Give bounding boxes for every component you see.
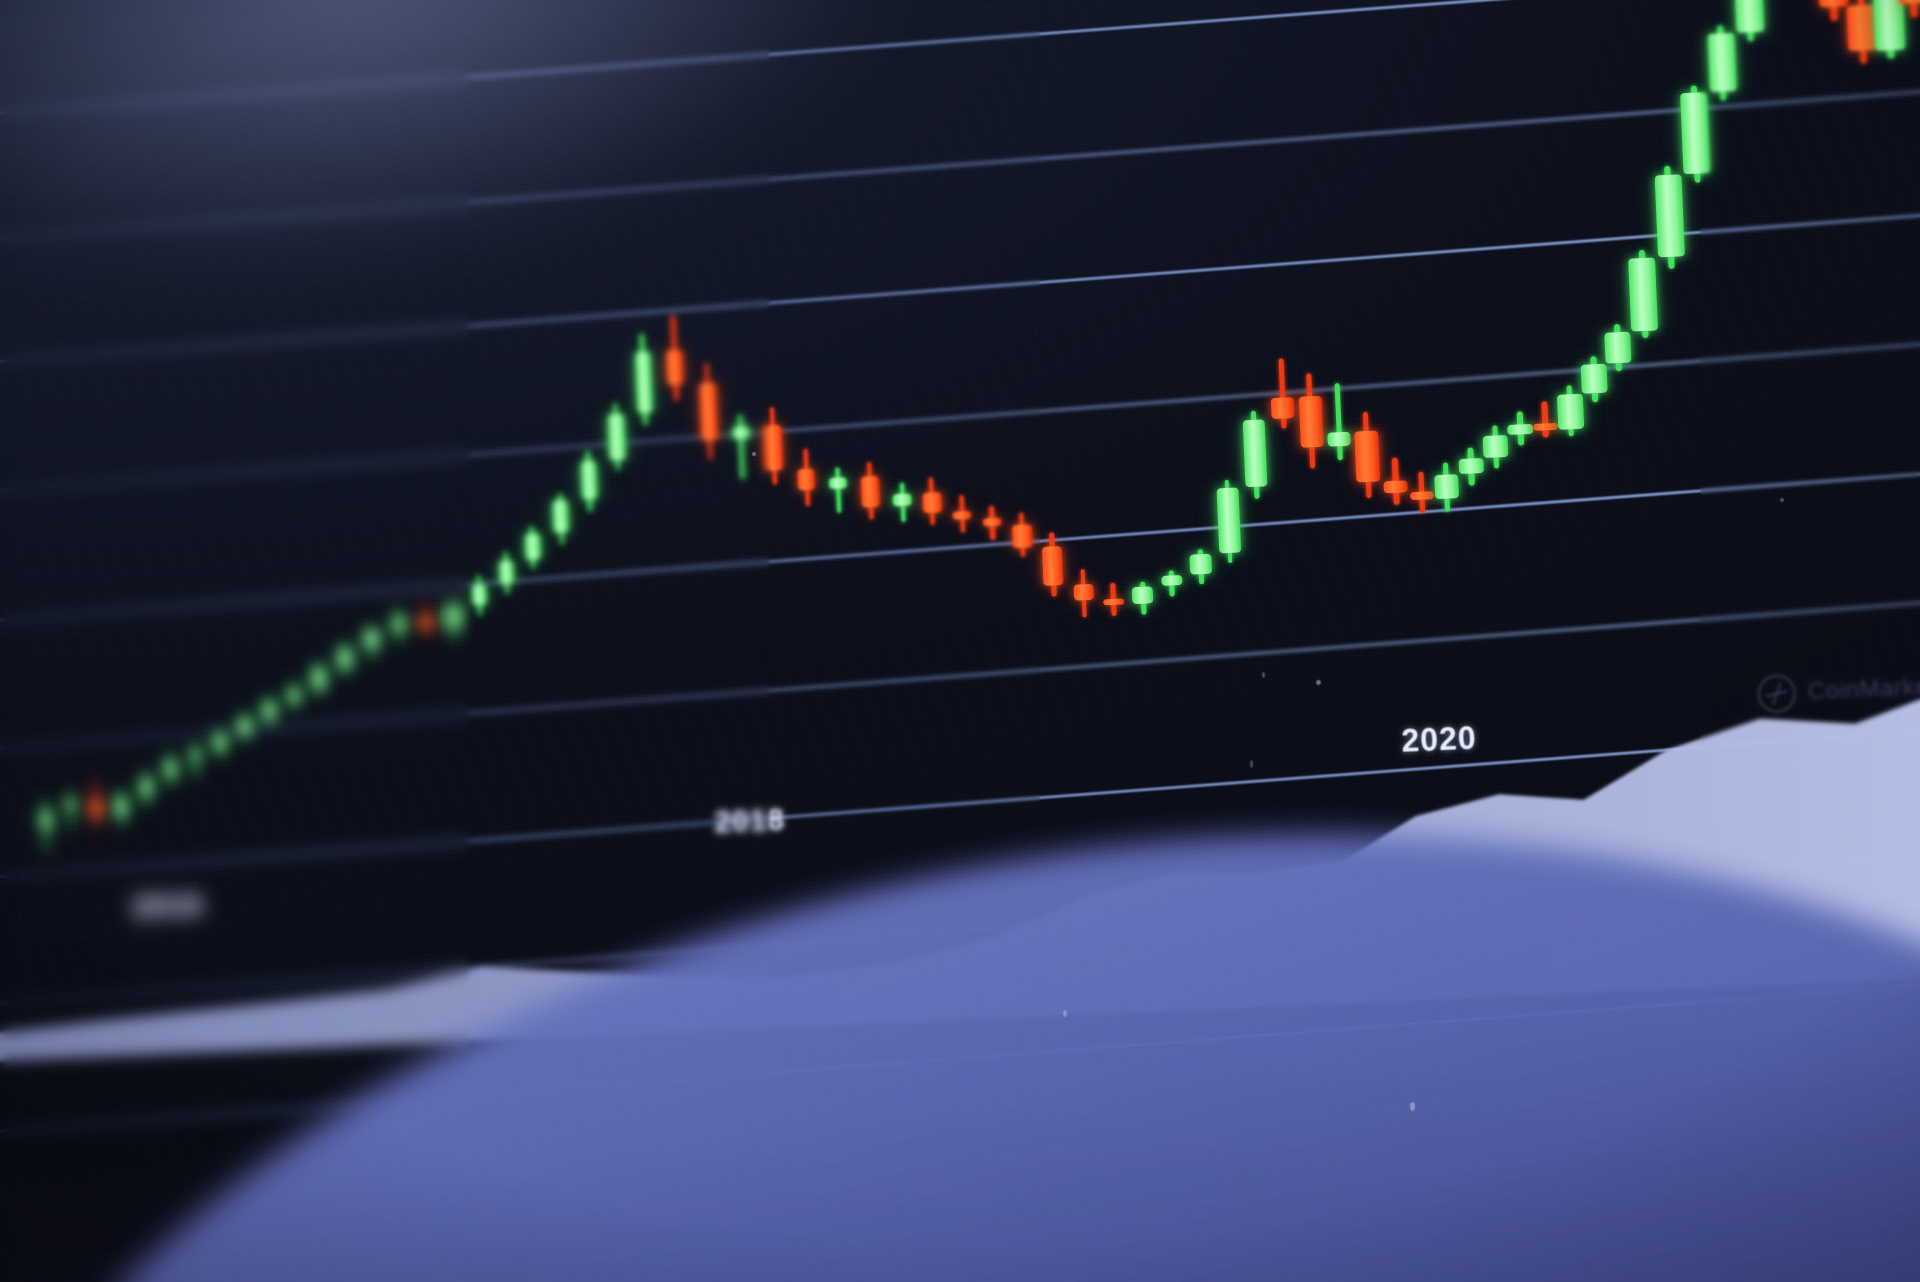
candle-body [1242,419,1268,487]
candle-body [922,492,942,513]
candle-body [1816,0,1849,8]
candle-body [732,426,750,440]
candle-body [1042,545,1064,587]
candle-wick [1541,401,1549,438]
candle-body [580,460,598,500]
candle-body [1507,424,1534,436]
candle-body [1271,396,1295,420]
candle-body [90,798,102,819]
candle-body [1298,395,1324,448]
candle-body [1532,423,1559,431]
watermark-label: CoinMarketCap [1807,670,1920,706]
candle-body [65,799,76,810]
candle-body [116,797,127,818]
candle-body [1011,524,1033,548]
candle-body [952,510,972,520]
candle-body [1354,430,1381,483]
x-axis-tick-2020: 2020 [1400,719,1478,759]
candle-body [860,476,881,508]
coinmarketcap-circle-icon [1757,673,1797,714]
candle-body [1733,0,1765,33]
candle-body [1846,4,1878,52]
dust-speck [1410,1102,1415,1111]
candle-body [1073,583,1095,601]
candle-body [40,810,51,831]
dust-speck [1262,672,1265,678]
dust-speck [1063,1010,1067,1017]
candle-body [1327,431,1351,447]
candle-body [1604,331,1632,364]
candle-body [1132,586,1154,605]
candle-body [524,533,541,560]
candle-body [607,414,626,461]
candle-body [1103,598,1125,606]
candle-body [892,493,912,506]
candle-body [140,778,152,797]
candle-body [446,605,461,628]
candle-body [1654,174,1685,258]
candle-body [666,350,684,386]
candle-wick [193,743,198,777]
candle-body [312,668,326,689]
candle-body [699,383,718,441]
candle-body [1556,393,1584,430]
x-axis-tick-2016: 2016 [131,888,204,925]
candle-body [1433,473,1460,499]
candle-body [1680,92,1711,175]
candle-body [1458,457,1484,474]
candle-body [391,618,406,631]
candle-wick [738,414,745,479]
candle-body [1216,487,1241,554]
dust-speck [1316,680,1321,685]
candle-body [982,517,1002,527]
candle-body [1409,490,1434,501]
candle-body [1482,435,1509,458]
candle-body [238,718,251,734]
dust-speck [1250,760,1253,768]
candle-body [797,468,816,491]
candle-body [552,500,569,533]
candle-body [634,351,654,414]
candle-body [287,688,301,703]
candle-body [829,477,848,490]
candle-body [214,734,226,751]
candle-body [763,424,783,471]
candle-body [365,630,379,649]
candle-wick [835,467,842,513]
dust-speck [752,452,756,456]
candle-body [1160,574,1183,587]
candle-body [164,760,177,778]
candle-body [498,560,514,585]
dust-speck [1780,498,1784,502]
candle-wick [1334,383,1343,461]
candle-wick [69,790,73,830]
candle-body [472,584,488,606]
candle-body [338,649,352,668]
candle-body [1580,363,1608,394]
candle-body [1707,32,1738,93]
candle-body [419,617,433,629]
candle-body [1383,479,1409,493]
candle-body [1189,553,1213,575]
x-axis-tick-2018: 2018 [713,803,786,840]
candle-body [1628,257,1659,332]
candle-body [263,703,276,718]
candle-body [189,751,201,760]
